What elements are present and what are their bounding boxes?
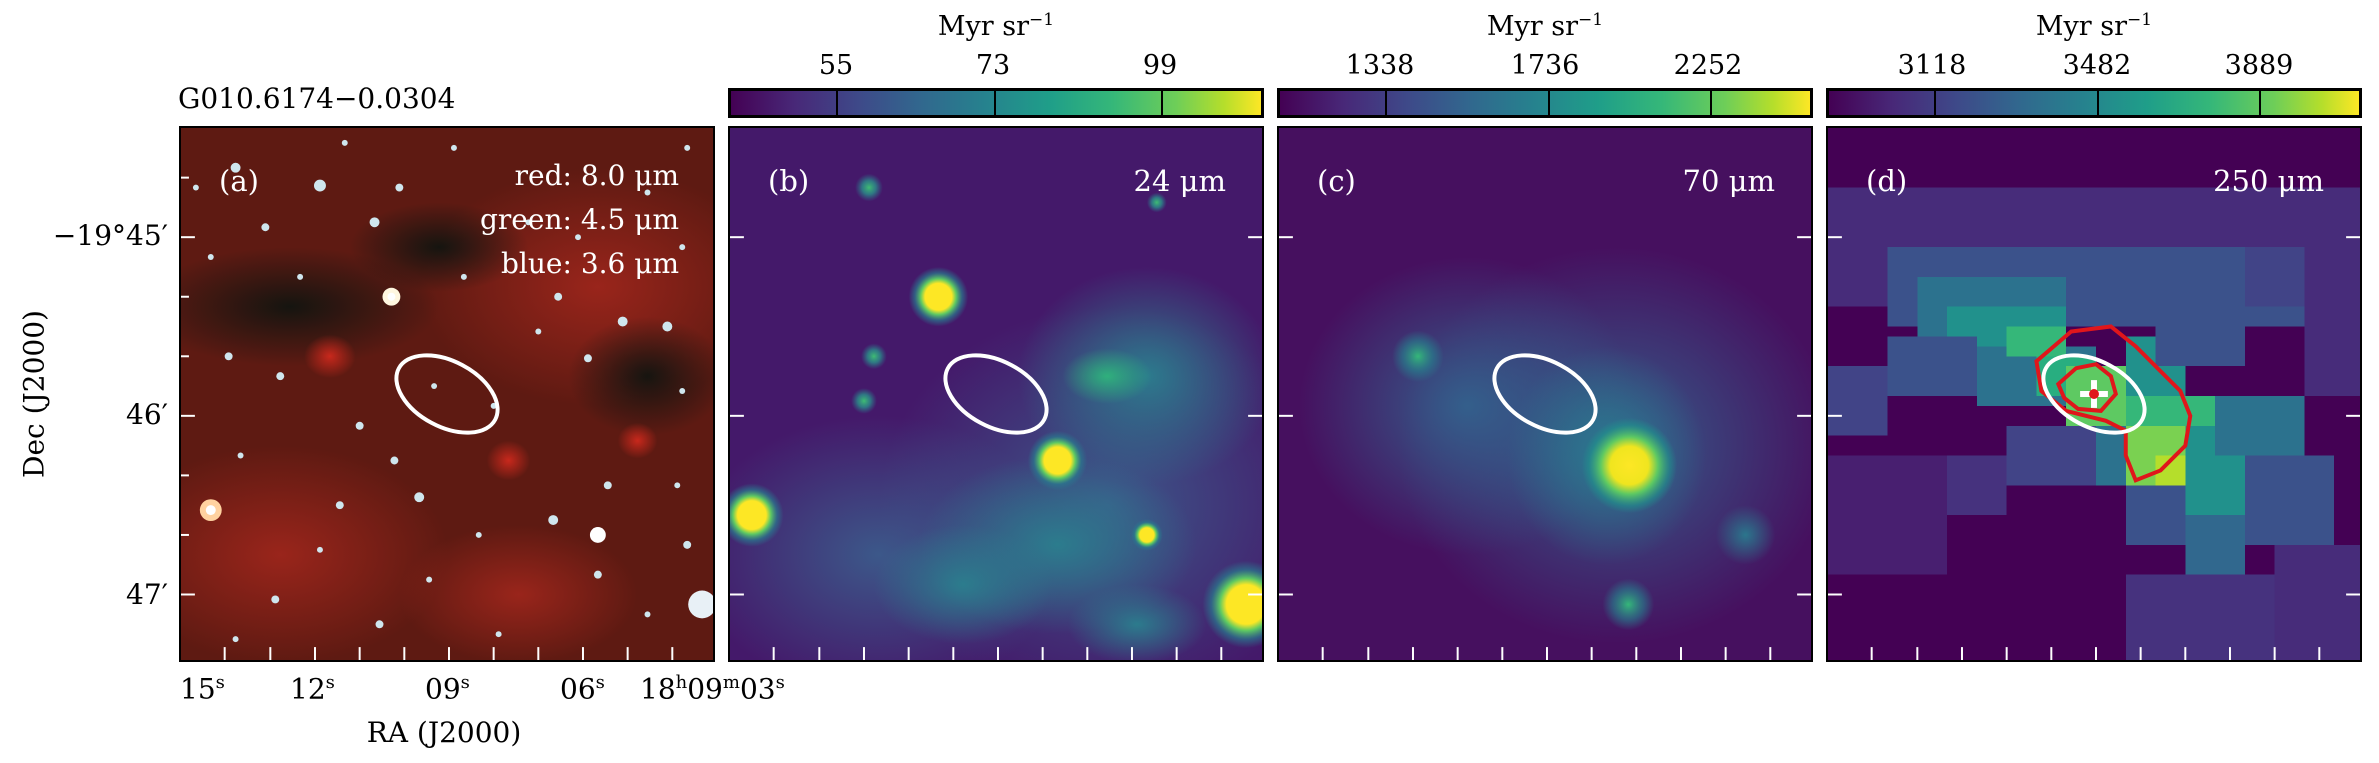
colorbar-unit: Myr sr−1 xyxy=(2035,10,2153,42)
ra-tick-label: 15s xyxy=(180,672,225,706)
colorbar-tick: 2252 xyxy=(1673,50,1743,81)
colorbar-gradient xyxy=(728,88,1264,118)
spire-250um-image xyxy=(1828,128,2360,660)
colorbar-gradient xyxy=(1277,88,1813,118)
contour-outer xyxy=(2034,324,2193,483)
dec-tick-label: −19°45′ xyxy=(52,219,168,252)
source-ellipse xyxy=(2041,353,2147,435)
panel-a-irac-image: (a) red: 8.0 μm green: 4.5 μm blue: 3.6 … xyxy=(179,126,715,662)
pacs-70um-image xyxy=(1279,128,1811,660)
x-axis-label: RA (J2000) xyxy=(366,716,522,749)
source-ellipse xyxy=(1492,353,1598,435)
panel-d-250um-image: (d) 250 μm xyxy=(1826,126,2362,662)
wavelength-label: 24 μm xyxy=(1133,164,1226,198)
panel-label: (d) xyxy=(1866,164,1908,198)
colorbar-tick: 3889 xyxy=(2224,50,2294,81)
wavelength-label: 70 μm xyxy=(1682,164,1775,198)
source-ellipse xyxy=(943,353,1049,435)
source-name: G010.6174−0.0304 xyxy=(178,82,456,115)
source-ellipse xyxy=(394,353,500,435)
colorbar-tick: 3482 xyxy=(2062,50,2132,81)
colorbar-unit: Myr sr−1 xyxy=(1486,10,1604,42)
panel-c-70um-image: (c) 70 μm xyxy=(1277,126,1813,662)
panel-b-24um-image: (b) 24 μm xyxy=(728,126,1264,662)
peak-marker xyxy=(2080,380,2108,408)
colorbar-unit: Myr sr−1 xyxy=(937,10,1055,42)
legend-red: red: 8.0 μm xyxy=(514,159,679,192)
colorbar-tick: 55 xyxy=(818,50,854,81)
legend-blue: blue: 3.6 μm xyxy=(501,247,679,280)
contour-inner xyxy=(2055,362,2119,413)
ra-tick-label: 09s xyxy=(425,672,470,706)
rgb-composite-image xyxy=(181,128,713,660)
panel-label: (b) xyxy=(768,164,810,198)
panel-label: (c) xyxy=(1317,164,1356,198)
ra-tick-label: 18h09m03s xyxy=(640,672,785,706)
y-axis-label: Dec (J2000) xyxy=(17,310,51,478)
wavelength-label: 250 μm xyxy=(2213,164,2324,198)
rgb-legend: red: 8.0 μm green: 4.5 μm blue: 3.6 μm xyxy=(480,154,679,286)
ra-tick-label: 12s xyxy=(290,672,335,706)
colorbar-tick: 1338 xyxy=(1345,50,1415,81)
legend-green: green: 4.5 μm xyxy=(480,203,679,236)
dec-tick-label: 47′ xyxy=(126,578,168,611)
ra-tick-label: 06s xyxy=(560,672,605,706)
colorbar-tick: 99 xyxy=(1142,50,1178,81)
colorbar-gradient xyxy=(1826,88,2362,118)
panel-label: (a) xyxy=(219,164,259,198)
colorbar-tick: 73 xyxy=(975,50,1011,81)
colorbar-tick: 1736 xyxy=(1510,50,1580,81)
mips-24um-image xyxy=(730,128,1262,660)
colorbar-tick: 3118 xyxy=(1897,50,1967,81)
dec-tick-label: 46′ xyxy=(126,398,168,431)
